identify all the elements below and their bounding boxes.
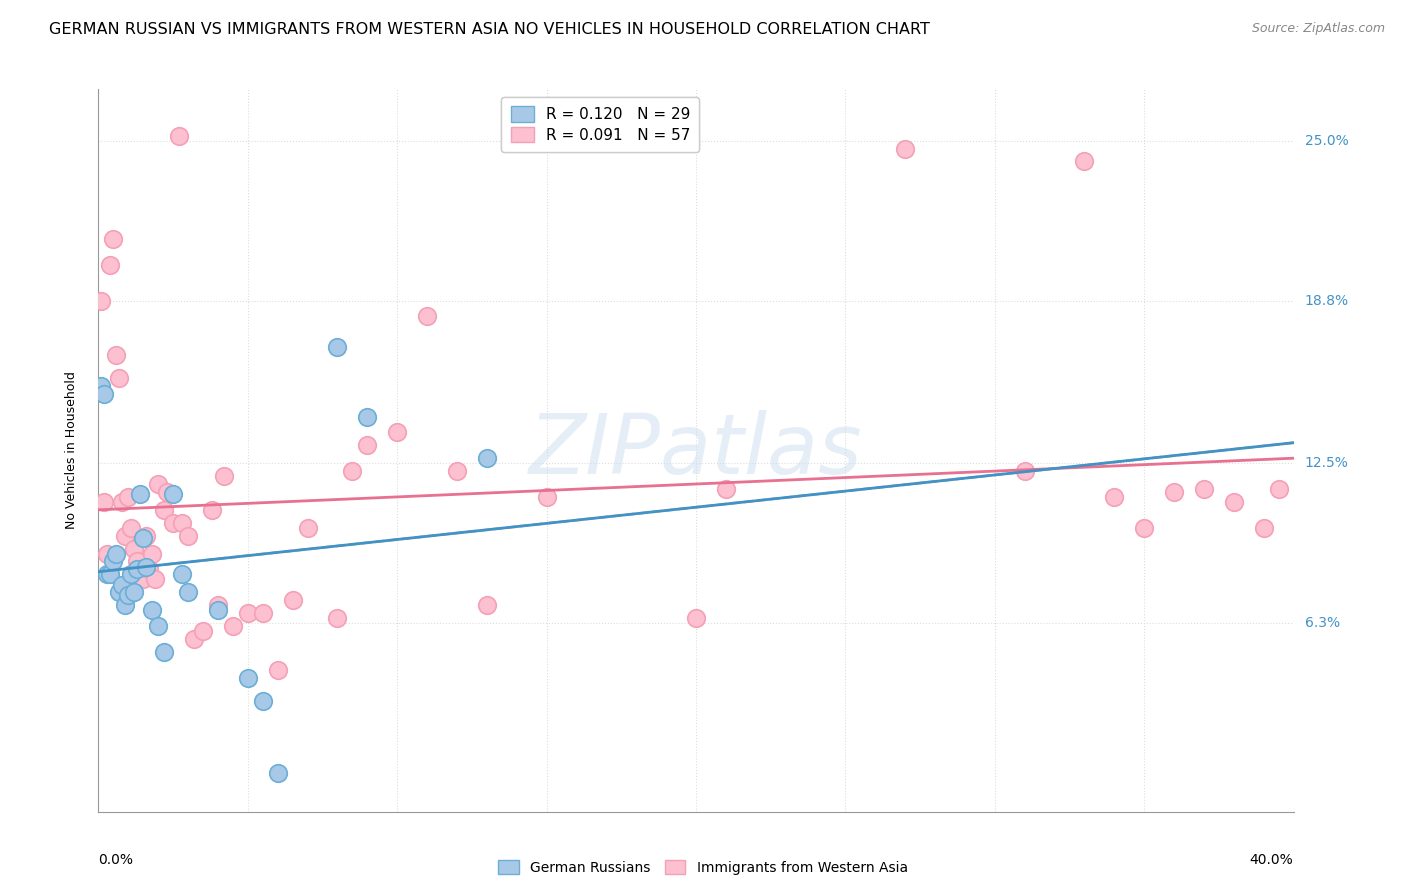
Point [207, 599, 229, 613]
Point [127, 554, 149, 568]
Text: GERMAN RUSSIAN VS IMMIGRANTS FROM WESTERN ASIA NO VEHICLES IN HOUSEHOLD CORRELAT: GERMAN RUSSIAN VS IMMIGRANTS FROM WESTER… [49, 22, 931, 37]
Point [326, 340, 349, 354]
Point [93, 386, 115, 401]
Point [183, 632, 205, 646]
Point [1014, 464, 1036, 478]
Point [714, 482, 737, 496]
Text: 12.5%: 12.5% [1305, 457, 1348, 470]
Point [356, 438, 378, 452]
Point [1133, 521, 1156, 535]
Text: 25.0%: 25.0% [1305, 134, 1348, 148]
Point [114, 528, 136, 542]
Point [297, 521, 319, 535]
Point [114, 599, 136, 613]
Legend: R = 0.120   N = 29, R = 0.091   N = 57: R = 0.120 N = 29, R = 0.091 N = 57 [502, 97, 699, 152]
Point [342, 464, 364, 478]
Point [108, 371, 131, 385]
Text: 6.3%: 6.3% [1305, 616, 1340, 631]
Point [416, 310, 439, 324]
Point [135, 559, 157, 574]
Point [385, 425, 409, 440]
Point [1223, 495, 1246, 509]
Point [132, 531, 155, 545]
Point [191, 624, 214, 639]
Point [281, 593, 304, 607]
Point [162, 516, 184, 530]
Point [98, 258, 122, 272]
Point [108, 585, 131, 599]
Point [132, 573, 155, 587]
Point [120, 567, 142, 582]
Point [111, 495, 134, 509]
Point [685, 611, 707, 625]
Point [356, 409, 378, 424]
Point [117, 588, 139, 602]
Point [148, 619, 170, 633]
Point [536, 490, 558, 504]
Text: ZIPatlas: ZIPatlas [529, 410, 863, 491]
Point [141, 603, 163, 617]
Point [162, 487, 184, 501]
Point [207, 603, 229, 617]
Point [141, 547, 163, 561]
Point [96, 547, 118, 561]
Point [446, 464, 468, 478]
Point [201, 503, 224, 517]
Point [153, 503, 176, 517]
Point [129, 487, 152, 501]
Point [90, 379, 112, 393]
Point [177, 585, 200, 599]
Point [127, 562, 149, 576]
Point [1104, 490, 1126, 504]
Point [105, 348, 128, 362]
Point [1073, 154, 1095, 169]
Point [148, 477, 170, 491]
Text: 40.0%: 40.0% [1250, 854, 1294, 867]
Text: 18.8%: 18.8% [1305, 293, 1348, 308]
Point [93, 495, 115, 509]
Point [475, 599, 498, 613]
Point [153, 645, 176, 659]
Point [90, 293, 112, 308]
Y-axis label: No Vehicles in Household: No Vehicles in Household [65, 372, 77, 529]
Point [138, 562, 160, 576]
Point [172, 516, 194, 530]
Point [105, 547, 128, 561]
Point [96, 567, 118, 582]
Text: 0.0%: 0.0% [98, 854, 134, 867]
Legend: German Russians, Immigrants from Western Asia: German Russians, Immigrants from Western… [494, 855, 912, 880]
Point [236, 671, 259, 685]
Text: Source: ZipAtlas.com: Source: ZipAtlas.com [1251, 22, 1385, 36]
Point [267, 766, 290, 780]
Point [98, 567, 122, 582]
Point [117, 490, 139, 504]
Point [124, 541, 146, 556]
Point [124, 585, 146, 599]
Point [267, 663, 290, 677]
Point [143, 573, 166, 587]
Point [1192, 482, 1215, 496]
Point [135, 528, 157, 542]
Point [212, 469, 235, 483]
Point [120, 521, 142, 535]
Point [222, 619, 245, 633]
Point [111, 577, 134, 591]
Point [1253, 521, 1275, 535]
Point [103, 232, 125, 246]
Point [167, 128, 190, 143]
Point [172, 567, 194, 582]
Point [236, 606, 259, 620]
Point [252, 694, 274, 708]
Point [156, 484, 179, 499]
Point [103, 554, 125, 568]
Point [894, 142, 917, 156]
Point [252, 606, 274, 620]
Point [326, 611, 349, 625]
Point [1163, 484, 1185, 499]
Point [129, 562, 152, 576]
Point [1267, 482, 1289, 496]
Point [475, 451, 498, 466]
Point [177, 528, 200, 542]
